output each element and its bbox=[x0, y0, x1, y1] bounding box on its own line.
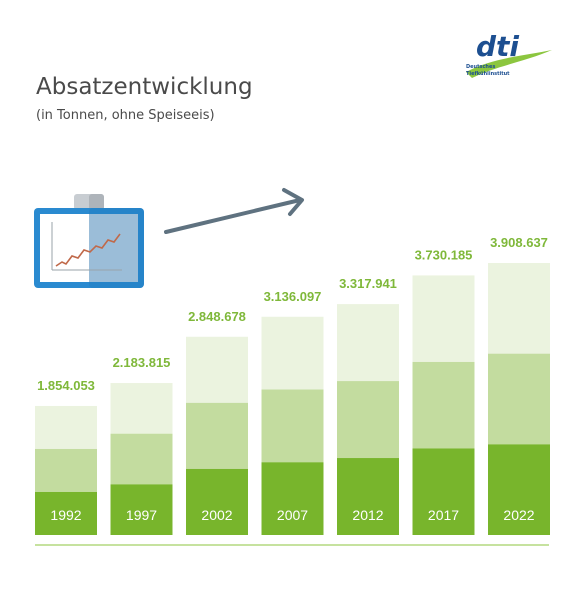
bar-1997 bbox=[110, 484, 173, 535]
x-tick-label: 2007 bbox=[277, 507, 308, 523]
x-tick-label: 2012 bbox=[352, 507, 383, 523]
bar-2012-middle bbox=[337, 381, 399, 459]
bar-1992-middle bbox=[35, 448, 97, 492]
bar-value-label: 1.854.053 bbox=[37, 378, 95, 393]
bar-2017-middle bbox=[412, 361, 475, 449]
bar-2007 bbox=[261, 462, 324, 535]
logo-line-1: Deutsches bbox=[466, 64, 496, 70]
trend-arrow-icon bbox=[164, 188, 304, 234]
logo-line-2: Tiefkühlinstitut bbox=[466, 71, 510, 77]
bar-2017-top bbox=[412, 275, 475, 362]
bar-2007-top bbox=[261, 316, 324, 390]
bar-value-label: 3.136.097 bbox=[264, 289, 322, 304]
bar-value-label: 3.908.637 bbox=[490, 235, 548, 250]
bar-value-label: 2.848.678 bbox=[188, 309, 246, 324]
page-title: Absatzentwicklung bbox=[36, 74, 253, 100]
x-tick-label: 2002 bbox=[201, 507, 232, 523]
bar-2002 bbox=[186, 468, 248, 535]
bar-2017 bbox=[412, 448, 475, 535]
bar-1997-middle bbox=[110, 433, 173, 485]
bar-2012-top bbox=[337, 304, 399, 382]
x-tick-label: 1992 bbox=[50, 507, 81, 523]
dti-logo-icon: dti bbox=[466, 32, 552, 78]
bar-2007-middle bbox=[261, 389, 324, 463]
bar-2022-top bbox=[488, 263, 550, 354]
bar-value-label: 2.183.815 bbox=[113, 355, 171, 370]
bar-1992 bbox=[35, 491, 97, 535]
logo-mark: dti bbox=[476, 32, 519, 63]
page-subtitle: (in Tonnen, ohne Speiseeis) bbox=[36, 108, 215, 123]
bar-value-label: 3.317.941 bbox=[339, 276, 397, 291]
x-tick-label: 2017 bbox=[428, 507, 459, 523]
bars-group: 1.854.053 1992 2.183.815 1997 2.848.678 2002 3… bbox=[35, 235, 550, 535]
x-tick-label: 2022 bbox=[503, 507, 534, 523]
bar-2002-top bbox=[186, 336, 248, 403]
x-tick-label: 1997 bbox=[126, 507, 157, 523]
bar-1997-top bbox=[110, 383, 173, 434]
bar-2022 bbox=[488, 444, 550, 535]
bar-value-label: 3.730.185 bbox=[415, 247, 473, 262]
bar-2022-middle bbox=[488, 353, 550, 445]
bar-2012 bbox=[337, 458, 399, 535]
whiteboard-chart-icon bbox=[34, 194, 144, 288]
bar-2002-middle bbox=[186, 402, 248, 469]
bar-1992-top bbox=[35, 405, 97, 449]
